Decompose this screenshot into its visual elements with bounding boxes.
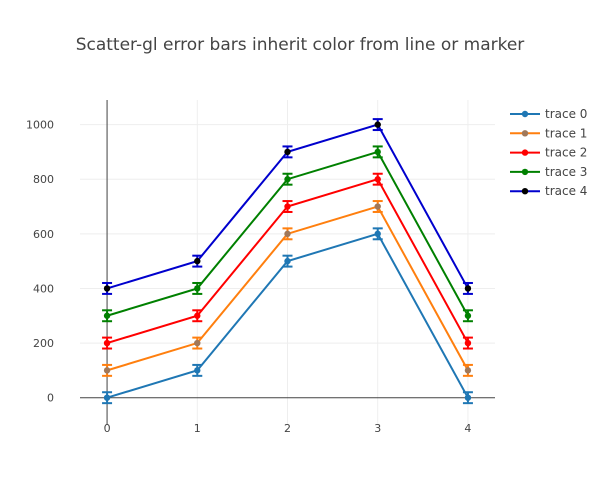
legend-marker-swatch xyxy=(521,168,529,176)
legend[interactable]: trace 0 trace 1 trace 2 trace 3 trace 4 xyxy=(510,107,587,198)
data-point xyxy=(464,339,472,347)
legend-item-0[interactable]: trace 0 xyxy=(510,107,587,121)
data-point xyxy=(103,394,111,401)
data-point xyxy=(194,285,201,292)
data-point xyxy=(464,394,472,401)
data-point xyxy=(284,230,291,238)
data-point xyxy=(194,257,201,265)
data-point xyxy=(194,367,201,374)
data-point xyxy=(374,230,381,238)
data-point xyxy=(464,312,472,319)
data-point xyxy=(464,285,472,292)
data-point xyxy=(374,176,381,183)
data-point xyxy=(103,312,111,319)
data-point xyxy=(374,121,381,128)
data-point xyxy=(464,367,472,374)
data-point xyxy=(284,176,291,183)
data-point xyxy=(374,148,381,156)
legend-label: trace 1 xyxy=(545,126,587,140)
series-1 xyxy=(102,200,473,377)
y-tick-label: 800 xyxy=(33,173,54,186)
legend-marker-swatch xyxy=(521,110,529,118)
y-tick-label: 600 xyxy=(33,228,54,241)
data-point xyxy=(284,148,291,156)
y-tick-label: 0 xyxy=(47,392,54,405)
axes: 0 200 400 600 800 1000 0 1 2 3 4 xyxy=(26,100,495,435)
x-tick-label: 3 xyxy=(374,422,381,435)
legend-label: trace 2 xyxy=(545,146,587,160)
legend-item-4[interactable]: trace 4 xyxy=(510,184,587,198)
data-point xyxy=(103,285,111,292)
x-tick-label: 1 xyxy=(194,422,201,435)
legend-marker-swatch xyxy=(521,188,529,195)
legend-label: trace 3 xyxy=(545,165,587,179)
data-point xyxy=(103,367,111,374)
chart-title: Scatter-gl error bars inherit color from… xyxy=(76,35,525,55)
legend-item-3[interactable]: trace 3 xyxy=(510,165,587,179)
y-tick-label: 400 xyxy=(33,282,54,295)
data-point xyxy=(103,339,111,347)
y-tick-label: 200 xyxy=(33,337,54,350)
series-layer xyxy=(102,118,473,405)
x-tick-label: 0 xyxy=(104,422,111,435)
legend-label: trace 0 xyxy=(545,107,587,121)
series-0 xyxy=(102,227,473,405)
legend-marker-swatch xyxy=(521,149,529,156)
series-2 xyxy=(102,172,473,350)
x-tick-label: 4 xyxy=(464,422,471,435)
legend-item-2[interactable]: trace 2 xyxy=(510,146,587,160)
legend-item-1[interactable]: trace 1 xyxy=(510,126,587,140)
data-point xyxy=(194,312,201,319)
data-point xyxy=(374,203,381,210)
x-tick-label: 2 xyxy=(284,422,291,435)
y-tick-label: 1000 xyxy=(26,119,54,132)
legend-label: trace 4 xyxy=(545,184,587,198)
legend-marker-swatch xyxy=(521,130,529,137)
data-point xyxy=(284,203,291,210)
data-point xyxy=(194,339,201,347)
series-3 xyxy=(102,145,473,323)
series-4 xyxy=(102,118,473,295)
data-point xyxy=(284,257,291,265)
